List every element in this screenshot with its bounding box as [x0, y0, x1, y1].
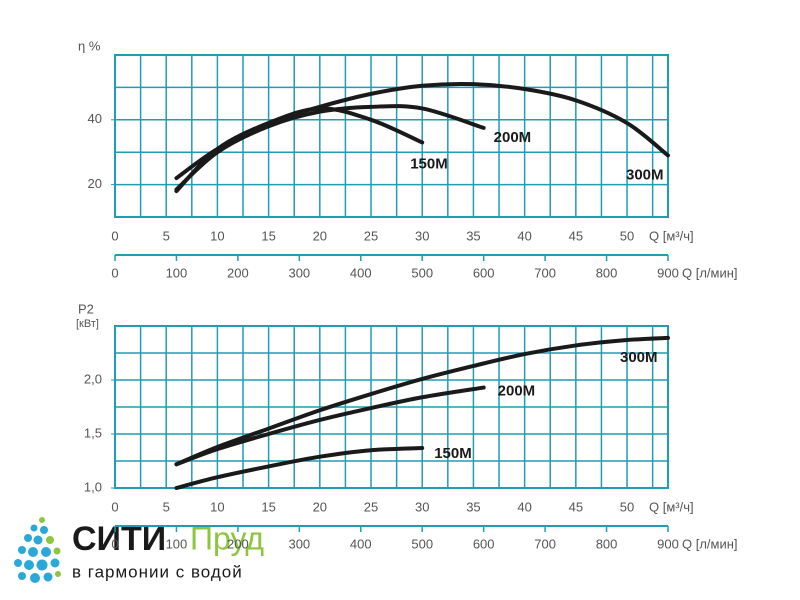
- line: [174, 335, 670, 467]
- x2-tick-label: 200: [227, 536, 249, 551]
- x2-tick-label: 200: [227, 265, 249, 280]
- y-tick-label: 1,0: [84, 479, 102, 494]
- x2-tick-label: 700: [534, 265, 556, 280]
- line: [174, 104, 486, 192]
- x2-tick-label: 600: [473, 265, 495, 280]
- x2-tick-label: 300: [288, 536, 310, 551]
- x2-tick-label: 500: [411, 265, 433, 280]
- series-label: 150M: [410, 155, 448, 172]
- x-tick-label: 40: [517, 228, 531, 243]
- plot-frame: [114, 325, 669, 489]
- x-tick-label: 25: [364, 499, 378, 514]
- x2-tick-label: 500: [411, 536, 433, 551]
- x2-tick-label: 700: [534, 536, 556, 551]
- x-axis-label: Q [м³/ч]: [649, 228, 694, 243]
- y-tick-label: 20: [88, 176, 102, 191]
- x-tick-label: 0: [111, 499, 118, 514]
- x-tick-label: 5: [163, 228, 170, 243]
- x2-tick-label: 400: [350, 265, 372, 280]
- x2-axis-label: Q [л/мин]: [682, 265, 738, 280]
- x-tick-label: 15: [261, 499, 275, 514]
- x2-tick-label: 900: [657, 536, 679, 551]
- x-tick-label: 50: [620, 228, 634, 243]
- x2-tick-label: 0: [111, 265, 118, 280]
- x-tick-label: 50: [620, 499, 634, 514]
- x2-tick-label: 100: [166, 536, 188, 551]
- x2-tick-label: 600: [473, 536, 495, 551]
- y-axis-label: P2: [78, 301, 94, 316]
- x-tick-label: 20: [313, 228, 327, 243]
- y-tick-label: 40: [88, 111, 102, 126]
- x2-tick-label: 800: [596, 265, 618, 280]
- x-tick-label: 45: [569, 499, 583, 514]
- x-tick-label: 45: [569, 228, 583, 243]
- series-label: 150M: [434, 445, 472, 462]
- series-label: 300M: [626, 166, 664, 183]
- series-label: 300M: [620, 349, 658, 366]
- x-tick-label: 35: [466, 228, 480, 243]
- x2-axis-label: Q [л/мин]: [682, 536, 738, 551]
- x-tick-label: 20: [313, 499, 327, 514]
- x2-tick-label: 300: [288, 265, 310, 280]
- line: [174, 385, 486, 467]
- x-tick-label: 10: [210, 228, 224, 243]
- y-tick-label: 1,5: [84, 425, 102, 440]
- x2-tick-label: 400: [350, 536, 372, 551]
- x-tick-label: 40: [517, 499, 531, 514]
- logo-dots: [14, 517, 61, 583]
- plot-frame: [114, 54, 669, 218]
- y-axis-label: η %: [78, 38, 101, 53]
- x-tick-label: 0: [111, 228, 118, 243]
- line: [174, 446, 425, 490]
- y-tick-label: 2,0: [84, 371, 102, 386]
- line: [174, 81, 670, 181]
- x2-tick-label: 900: [657, 265, 679, 280]
- x2-tick-label: 0: [111, 536, 118, 551]
- x-tick-label: 5: [163, 499, 170, 514]
- x2-tick-label: 100: [166, 265, 188, 280]
- x-tick-label: 10: [210, 499, 224, 514]
- x-tick-label: 35: [466, 499, 480, 514]
- x-tick-label: 15: [261, 228, 275, 243]
- series-label: 200M: [494, 129, 532, 146]
- x-tick-label: 30: [415, 228, 429, 243]
- x-tick-label: 25: [364, 228, 378, 243]
- x-tick-label: 30: [415, 499, 429, 514]
- x2-tick-label: 800: [596, 536, 618, 551]
- x-axis-label: Q [м³/ч]: [649, 499, 694, 514]
- series-label: 200M: [498, 383, 536, 400]
- logo-tagline: в гармонии с водой: [72, 562, 243, 581]
- y-axis-unit: [кВт]: [76, 318, 99, 330]
